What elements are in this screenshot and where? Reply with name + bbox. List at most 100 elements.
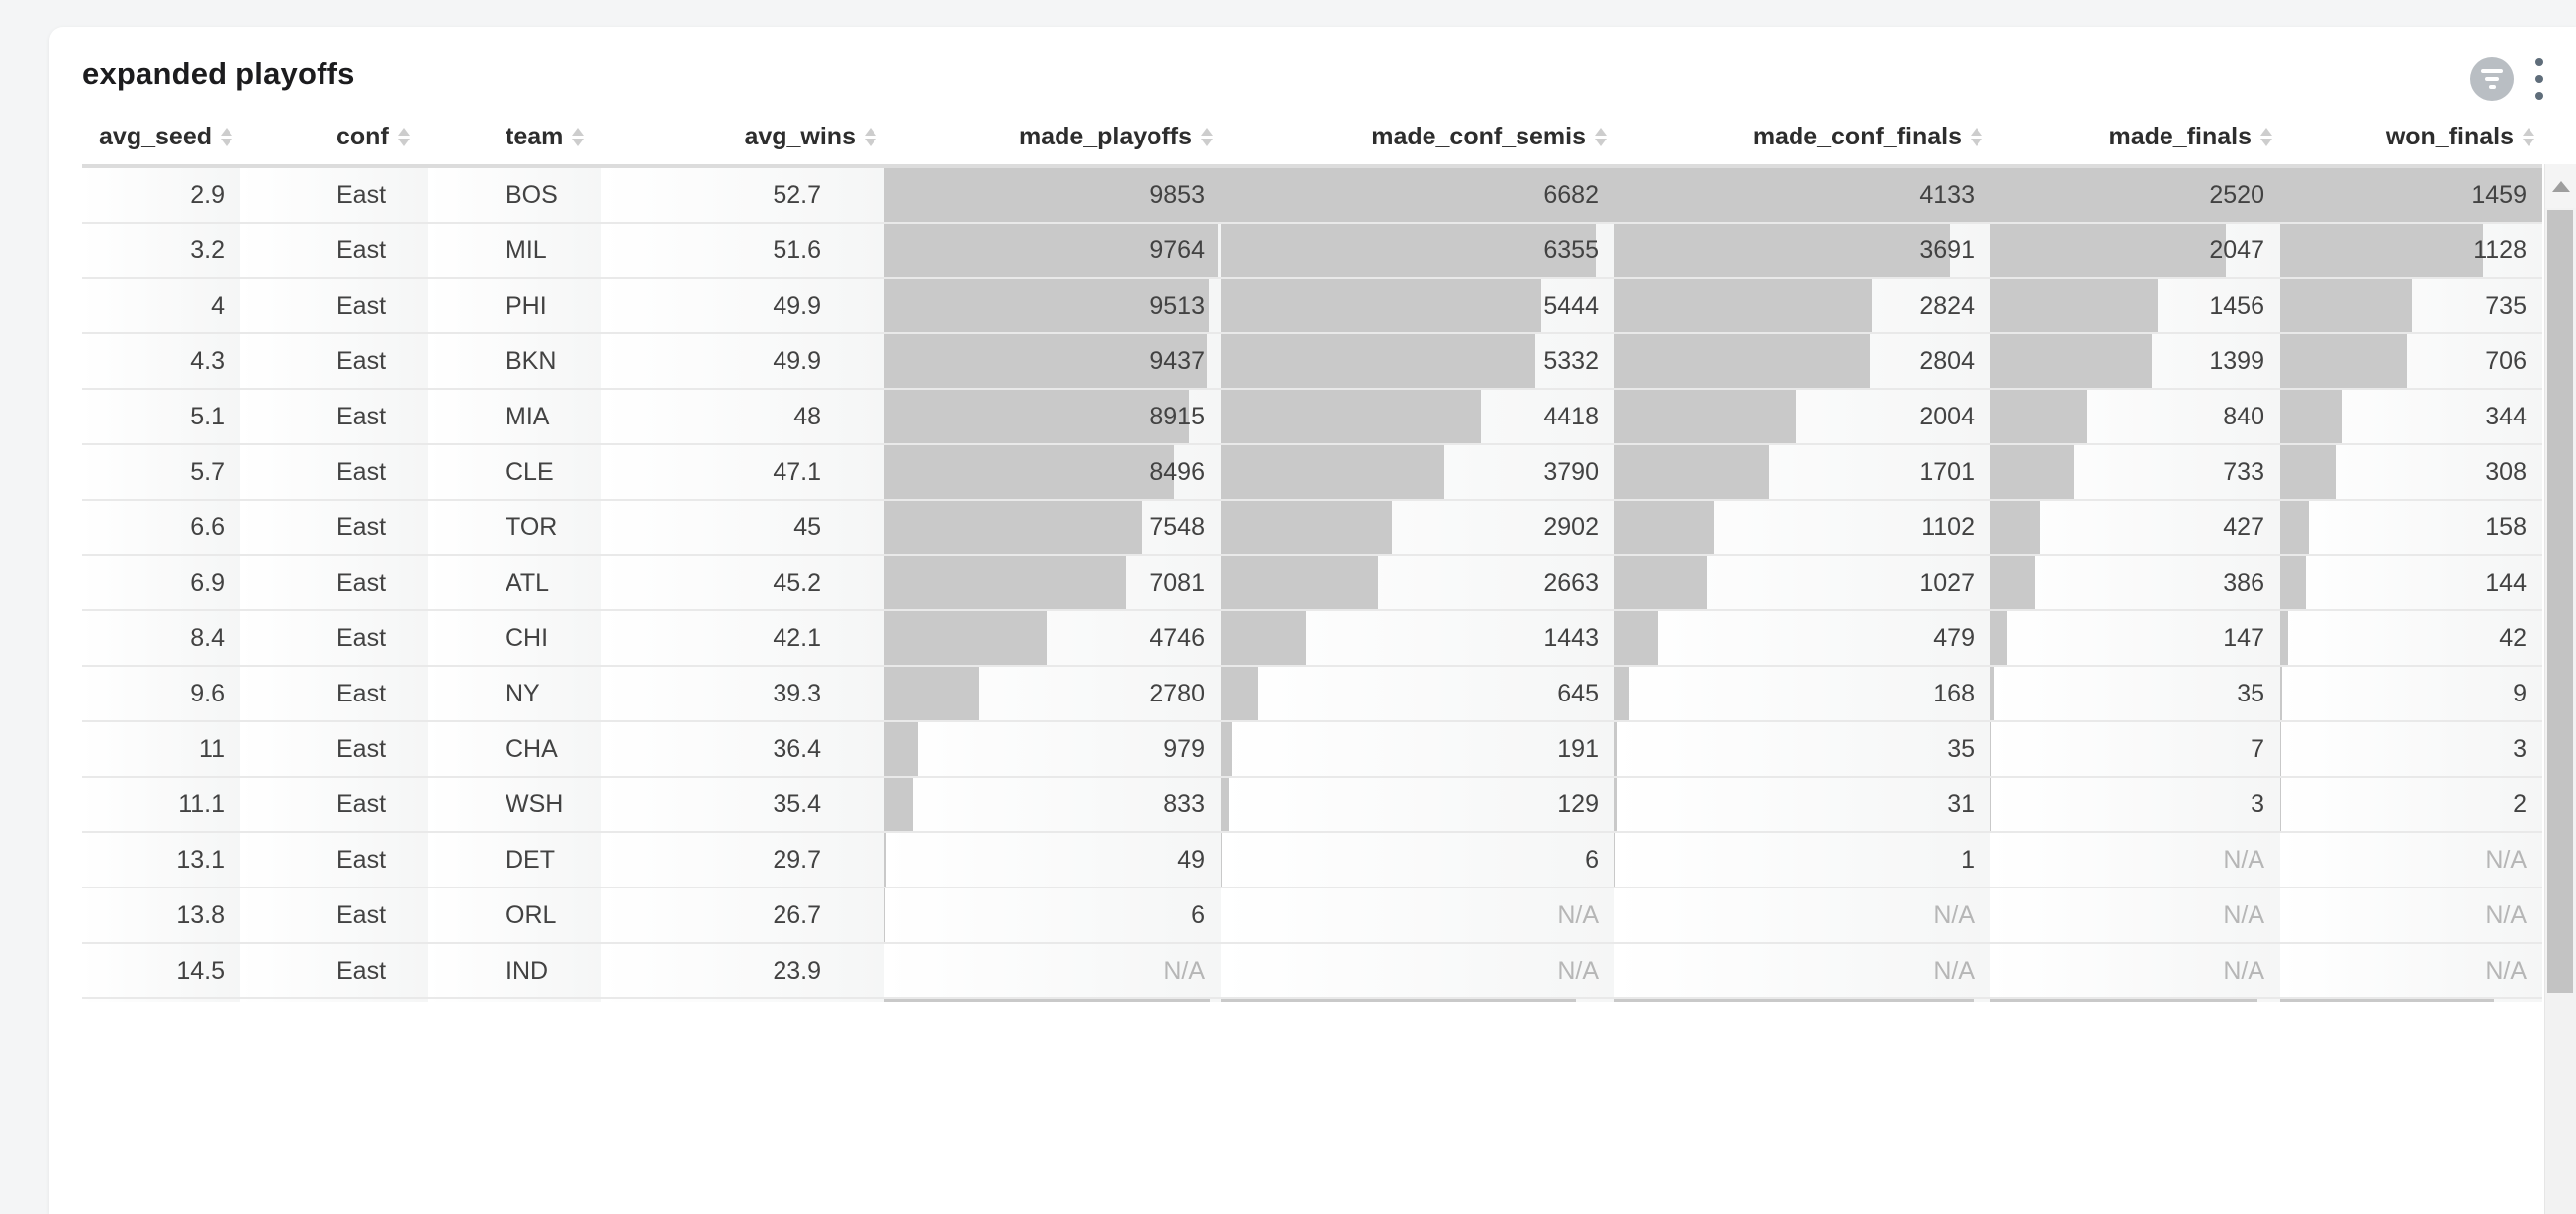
column-header-made_conf_finals[interactable]: made_conf_finals <box>1614 109 1990 164</box>
cell-team: ORL <box>428 888 601 942</box>
column-header-made_finals[interactable]: made_finals <box>1990 109 2280 164</box>
cell-made_playoffs: N/A <box>884 944 1221 997</box>
cell-made_finals: 1399 <box>1990 334 2280 388</box>
cell-conf: East <box>240 390 428 443</box>
cell-made_finals: 7 <box>1990 722 2280 776</box>
cell-team: IND <box>428 944 601 997</box>
cell-value: N/A <box>1990 944 2280 997</box>
cell-value: DET <box>428 833 601 887</box>
cell-value: 6.9 <box>82 556 240 609</box>
cell-team: MIA <box>428 390 601 443</box>
cell-made_conf_finals: N/A <box>1614 888 1990 942</box>
scrollbar-thumb[interactable] <box>2547 210 2573 993</box>
sort-icon-won_finals <box>2523 128 2534 146</box>
cell-conf: East <box>240 778 428 831</box>
cell-value: BOS <box>428 168 601 222</box>
cell-value: 3 <box>1990 778 2280 831</box>
cell-value: CLE <box>428 445 601 499</box>
sort-icon-made_conf_semis <box>1595 128 1607 146</box>
column-label: made_conf_semis <box>1371 123 1586 151</box>
page-title: expanded playoffs <box>82 56 355 92</box>
cell-value: 3790 <box>1221 445 1614 499</box>
cell-avg_wins: 23.9 <box>601 944 884 997</box>
cell-value: 1399 <box>1990 334 2280 388</box>
column-label: team <box>506 123 563 151</box>
filter-button[interactable] <box>2470 57 2514 101</box>
cell-value: 3691 <box>1614 224 1990 277</box>
cell-value: 168 <box>1614 667 1990 720</box>
cell-conf: East <box>240 722 428 776</box>
cell-value: 7081 <box>884 556 1221 609</box>
cell-made_finals: 840 <box>1990 390 2280 443</box>
column-header-avg_wins[interactable]: avg_wins <box>601 109 884 164</box>
cell-made_playoffs: 4746 <box>884 611 1221 665</box>
cell-value: East <box>240 833 428 887</box>
cell-made_finals: 427 <box>1990 501 2280 554</box>
cell-avg_seed: 6.6 <box>82 501 240 554</box>
cell-value: N/A <box>1614 888 1990 942</box>
cell-avg_seed: 8.4 <box>82 611 240 665</box>
cell-value: 23.9 <box>601 944 884 997</box>
cell-made_conf_semis: 2902 <box>1221 501 1614 554</box>
cell-made_conf_semis: 3790 <box>1221 445 1614 499</box>
cell-made_conf_semis: 1443 <box>1221 611 1614 665</box>
cell-value: 8915 <box>884 390 1221 443</box>
cell-avg_wins: 52.7 <box>601 168 884 222</box>
cell-made_conf_finals: 35 <box>1614 722 1990 776</box>
sort-icon-team <box>572 128 584 146</box>
scroll-up-button[interactable] <box>2545 164 2576 208</box>
cell-value: 49.9 <box>601 334 884 388</box>
cell-won_finals: N/A <box>2280 833 2542 887</box>
cell-value: East <box>240 556 428 609</box>
cell-won_finals: 2 <box>2280 778 2542 831</box>
cell-made_conf_finals: 4133 <box>1614 168 1990 222</box>
sort-icon-avg_wins <box>865 128 876 146</box>
column-header-conf[interactable]: conf <box>240 109 428 164</box>
cell-value: 1128 <box>2280 224 2542 277</box>
cell-value: 840 <box>1990 390 2280 443</box>
cell-made_playoffs: 9764 <box>884 224 1221 277</box>
cell-value: East <box>240 445 428 499</box>
sort-icon-avg_seed <box>221 128 232 146</box>
cell-value: 6 <box>884 888 1221 942</box>
column-header-avg_seed[interactable]: avg_seed <box>82 109 240 164</box>
cell-made_finals: 2047 <box>1990 224 2280 277</box>
cell-value: 2 <box>2280 778 2542 831</box>
cell-value: East <box>240 334 428 388</box>
cell-avg_wins: 48 <box>601 390 884 443</box>
column-header-team[interactable]: team <box>428 109 601 164</box>
cell-made_conf_finals: 1027 <box>1614 556 1990 609</box>
cell-value: 191 <box>1221 722 1614 776</box>
cell-value: 706 <box>2280 334 2542 388</box>
scroll-up-icon <box>2552 181 2570 192</box>
column-header-made_playoffs[interactable]: made_playoffs <box>884 109 1221 164</box>
cell-value: 427 <box>1990 501 2280 554</box>
vertical-scrollbar[interactable] <box>2544 164 2576 1214</box>
cell-value: East <box>240 390 428 443</box>
column-header-made_conf_semis[interactable]: made_conf_semis <box>1221 109 1614 164</box>
cell-value: 45.2 <box>601 556 884 609</box>
cell-value: 5.1 <box>82 390 240 443</box>
cell-value: 3 <box>2280 722 2542 776</box>
cell-avg_seed: 11 <box>82 722 240 776</box>
cell-value: PHI <box>428 279 601 332</box>
more-options-button[interactable] <box>2531 54 2547 104</box>
cell-made_conf_semis: 5332 <box>1221 334 1614 388</box>
cell-avg_wins: 45.2 <box>601 556 884 609</box>
cell-avg_seed: 11.1 <box>82 778 240 831</box>
cell-avg_seed: 5.7 <box>82 445 240 499</box>
cell-value: 735 <box>2280 279 2542 332</box>
cell-value: 4746 <box>884 611 1221 665</box>
cell-avg_seed: 13.8 <box>82 888 240 942</box>
cell-value: 7 <box>1990 722 2280 776</box>
cell-team: CHA <box>428 722 601 776</box>
cell-team: CLE <box>428 445 601 499</box>
cell-conf: East <box>240 445 428 499</box>
column-header-won_finals[interactable]: won_finals <box>2280 109 2542 164</box>
cell-won_finals: N/A <box>2280 888 2542 942</box>
